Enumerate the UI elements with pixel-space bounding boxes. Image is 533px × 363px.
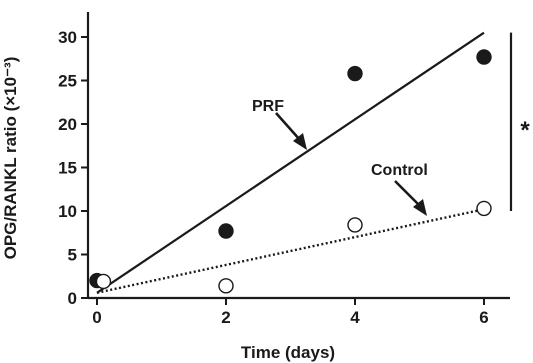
prf-data-point	[218, 223, 234, 239]
control-annotation: Control	[371, 162, 428, 216]
x-tick-label: 2	[221, 308, 230, 327]
x-tick-label: 4	[350, 308, 360, 327]
prf-fit-line	[96, 31, 485, 294]
control-fit-line	[96, 208, 485, 294]
prf-arrow-shaft	[275, 112, 301, 141]
x-tick-label: 6	[479, 308, 488, 327]
control-data-point	[476, 200, 492, 217]
y-tick-label: 5	[68, 246, 77, 265]
y-tick-label: 15	[58, 159, 77, 178]
x-tick-label: 0	[92, 308, 101, 327]
y-tick-label: 30	[58, 28, 77, 47]
prf-arrow-head	[293, 133, 307, 150]
prf-data-point	[476, 49, 492, 65]
prf-annotation: PRF	[252, 98, 307, 150]
significance-bracket: *	[509, 32, 530, 211]
control-data-point	[218, 278, 234, 294]
axes	[86, 12, 510, 300]
data-points	[89, 49, 492, 294]
control-arrow-shaft	[394, 180, 421, 207]
prf-data-point	[347, 65, 363, 82]
control-arrow-head	[413, 199, 427, 216]
y-tick-label: 25	[58, 72, 77, 91]
y-axis-label: OPG/RANKL ratio (×10⁻³)	[1, 57, 20, 260]
fit-lines	[96, 31, 485, 294]
control-label: Control	[371, 162, 428, 179]
control-data-point	[95, 273, 112, 290]
ticks: 0 5 10 15 20 25 30 0 2 4 6	[58, 28, 489, 327]
control-data-point	[347, 217, 363, 233]
x-axis-label: Time (days)	[241, 343, 335, 362]
prf-label: PRF	[252, 98, 284, 115]
y-tick-label: 10	[58, 202, 77, 221]
significance-star: *	[520, 117, 530, 144]
y-tick-label: 20	[58, 115, 77, 134]
y-tick-label: 0	[68, 289, 77, 308]
